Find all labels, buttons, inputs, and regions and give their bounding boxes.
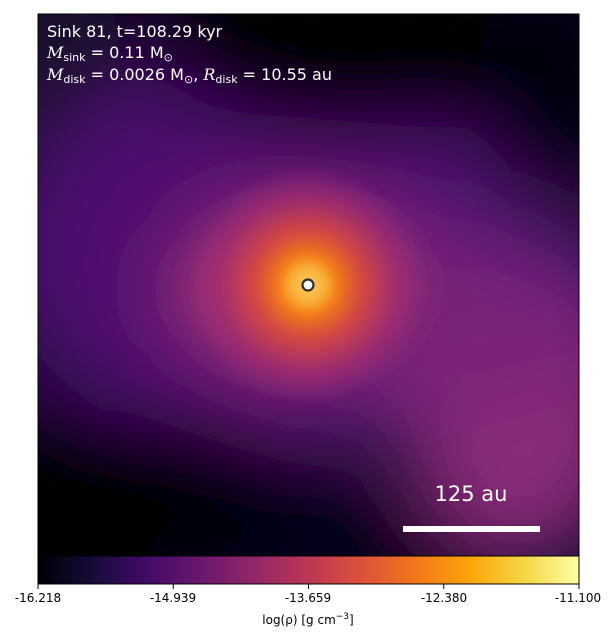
colorbar-tick-label: -11.100 [554, 591, 602, 605]
colorbar-tick-label: -13.659 [284, 591, 332, 605]
colorbar-label: log(ρ) [g cm−3] [262, 612, 354, 627]
scale-bar [403, 526, 540, 532]
density-map [38, 14, 579, 556]
disk-properties: Mdisk = 0.0026 M⊙, Rdisk = 10.55 au [47, 65, 332, 86]
colorbar-tick-label: -14.939 [149, 591, 197, 605]
sink-marker [301, 278, 315, 292]
sink-mass: Msink = 0.11 M⊙ [47, 43, 173, 64]
scale-bar-label: 125 au [434, 482, 508, 506]
colorbar-tick-label: -16.218 [14, 591, 62, 605]
colorbar-tick-label: -12.380 [420, 591, 468, 605]
sink-title: Sink 81, t=108.29 kyr [47, 22, 223, 41]
colorbar-ticks [37, 584, 580, 589]
colorbar [37, 555, 580, 585]
